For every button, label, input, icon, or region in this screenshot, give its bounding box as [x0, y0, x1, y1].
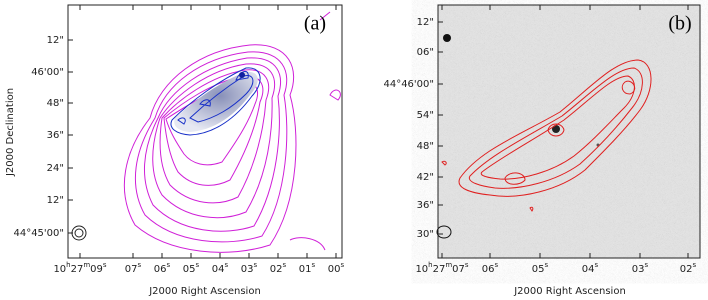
x-tick-label: 03s [632, 261, 649, 275]
x-axis-title: J2000 Right Ascension [513, 286, 626, 297]
superscript: s [196, 261, 200, 269]
superscript: s [167, 261, 171, 269]
panel-a: (a) J2000 Right Ascension J2000 Declinat… [5, 4, 343, 297]
contours [123, 11, 341, 253]
y-tick-label: 48" [417, 141, 434, 152]
x-tick-label: 07s [125, 261, 142, 275]
beam [71, 225, 87, 241]
frame [437, 4, 701, 259]
beam [436, 225, 452, 239]
y-tick-label: 44°45'00" [13, 228, 64, 239]
x-axis-title: J2000 Right Ascension [148, 286, 261, 297]
x-tick-label: 04s [582, 261, 599, 275]
superscript: s [225, 261, 229, 269]
tick-text: 07 [125, 264, 138, 275]
galaxy-core [552, 125, 560, 133]
superscript: s [103, 261, 107, 269]
y-tick-label: 12" [417, 17, 434, 28]
y-tick-label: 44°46'00" [383, 79, 434, 90]
y-tick-label: 48" [47, 98, 64, 109]
x-tick-label: 10h27m07s [415, 261, 468, 275]
tick-text: 06 [154, 264, 167, 275]
x-tick-label: 01s [299, 261, 316, 275]
superscript: s [312, 261, 316, 269]
superscript: s [495, 261, 499, 269]
x-tick-label: 00s [328, 261, 345, 275]
superscript: s [341, 261, 345, 269]
emission [174, 71, 258, 132]
tick-text: 02 [270, 264, 283, 275]
x-tick-label: 06s [154, 261, 171, 275]
tick-text: 10 [415, 264, 428, 275]
inner-contours [170, 67, 261, 136]
superscript: s [595, 261, 599, 269]
tick-text: 10 [53, 264, 66, 275]
frame [67, 4, 343, 259]
tick-text: 03 [241, 264, 254, 275]
tick-text: 01 [299, 264, 312, 275]
superscript: h [66, 261, 70, 269]
x-tick-label: 04s [212, 261, 229, 275]
contours [441, 59, 652, 212]
panel-b: (b) J2000 Right Ascension [436, 4, 701, 297]
x-tick-label: 02s [680, 261, 697, 275]
x-tick-label: 03s [241, 261, 258, 275]
panel-label: (a) [304, 13, 326, 35]
star [443, 34, 451, 42]
tick-text: 09 [90, 264, 103, 275]
x-tick-label: 06s [482, 261, 499, 275]
tick-text: 04 [582, 264, 595, 275]
tick-text: 05 [532, 264, 545, 275]
x-tick-label: 05s [183, 261, 200, 275]
y-tick-label: 36" [47, 130, 64, 141]
y-tick-label: 06" [417, 47, 434, 58]
beam [74, 228, 84, 238]
superscript: s [645, 261, 649, 269]
y-tick-label: 12" [47, 195, 64, 206]
peak [239, 72, 245, 78]
tick-text: 27 [71, 264, 84, 275]
superscript: s [545, 261, 549, 269]
x-tick-label: 10h27m09s [53, 261, 106, 275]
image-noise [438, 5, 700, 258]
superscript: s [693, 261, 697, 269]
superscript: s [283, 261, 287, 269]
tick-text: 03 [632, 264, 645, 275]
superscript: h [428, 261, 432, 269]
superscript: s [465, 261, 469, 269]
tick-text: 00 [328, 264, 341, 275]
y-tick-label: 36" [417, 200, 434, 211]
superscript: s [254, 261, 258, 269]
tick-text: 02 [680, 264, 693, 275]
superscript: s [138, 261, 142, 269]
tick-text: 27 [433, 264, 446, 275]
superscript: m [83, 261, 90, 269]
superscript: m [445, 261, 452, 269]
y-tick-label: 46'00" [31, 67, 64, 78]
tick-text: 06 [482, 264, 495, 275]
y-axis-title: J2000 Declination [5, 88, 16, 177]
tick-text: 05 [183, 264, 196, 275]
y-tick-label: 24" [47, 163, 64, 174]
y-tick-label: 54" [417, 110, 434, 121]
x-tick-label: 02s [270, 261, 287, 275]
tick-text: 04 [212, 264, 225, 275]
y-tick-label: 42" [417, 172, 434, 183]
y-tick-label: 30" [417, 229, 434, 240]
y-tick-label: 12" [47, 35, 64, 46]
panel-label: (b) [668, 13, 691, 35]
tick-text: 07 [452, 264, 465, 275]
x-tick-label: 05s [532, 261, 549, 275]
